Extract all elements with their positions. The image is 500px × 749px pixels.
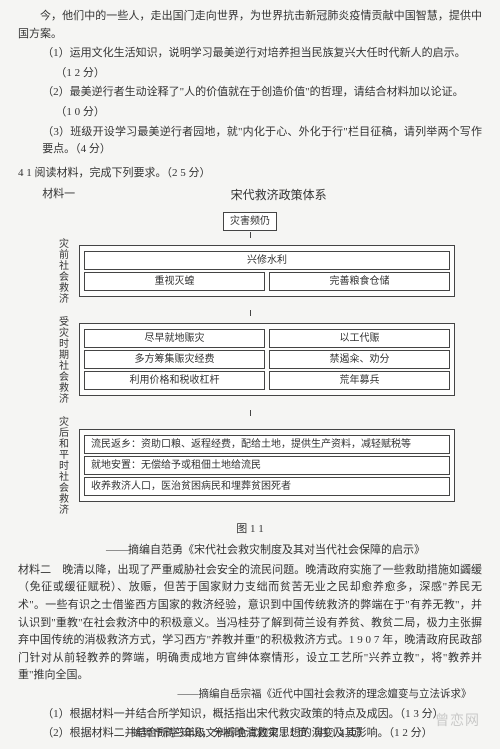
section-pre-disaster: 灾前社会救济 兴修水利 重视灭蝗 完善粮食仓储 xyxy=(45,238,455,304)
node-s3b: 就地安置：无偿给予或租佃土地给流民 xyxy=(84,456,450,475)
node-s1a: 兴修水利 xyxy=(84,251,450,270)
intro-text: 今，他们中的一些人，走出国门走向世界，为世界抗击新冠肺炎疫情贡献中国智慧，提供中… xyxy=(18,8,482,43)
node-s3c: 收养救济人口，医治贫困病民和埋葬贫困死者 xyxy=(84,477,450,496)
label-post: 灾后和平时社会救济 xyxy=(57,416,68,515)
node-s1c: 完善粮食仓储 xyxy=(269,272,450,291)
node-s2c: 多方筹集赈灾经费 xyxy=(84,350,265,369)
label-pre: 灾前社会救济 xyxy=(57,238,68,304)
node-s3a: 流民返乡：资助口粮、返程经费，配给土地，提供生产资料，减轻赋税等 xyxy=(84,435,450,454)
citation-2: ——摘编自岳宗福《近代中国社会救济的理念嬗变与立法诉求》 xyxy=(18,687,482,704)
material-1-label: 材料一 xyxy=(18,186,75,204)
label-during: 受灾时期社会救济 xyxy=(57,316,68,404)
question-41: 4 1 阅读材料，完成下列要求。（2 5 分） xyxy=(18,165,482,183)
node-s2e: 利用价格和税收杠杆 xyxy=(84,371,265,390)
question-3: （3）班级开设学习最美逆行者园地，就"内化于心、外化于行"栏目征稿，请列举两个写… xyxy=(18,124,482,159)
chart-title: 宋代救济政策体系 xyxy=(75,186,482,205)
citation-1: ——摘编自范勇《宋代社会救灾制度及其对当代社会保障的启示》 xyxy=(18,542,482,560)
node-s2b: 以工代赈 xyxy=(269,329,450,348)
node-s2d: 禁遏籴、劝分 xyxy=(269,350,450,369)
question-2-points: （1 0 分） xyxy=(18,104,482,122)
page-footer: 蚌埠市高三年级文科综合试题第 1 1 页（共 1 4 页） xyxy=(0,726,500,743)
question-1-points: （1 2 分） xyxy=(18,65,482,83)
question-1: （1）运用文化生活知识，说明学习最美逆行对培养担当民族复兴大任时代新人的启示。 xyxy=(18,45,482,63)
node-s1b: 重视灭蝗 xyxy=(84,272,265,291)
node-s2f: 荒年募兵 xyxy=(269,371,450,390)
section-post-disaster: 灾后和平时社会救济 流民返乡：资助口粮、返程经费，配给土地，提供生产资料，减轻赋… xyxy=(45,416,455,515)
node-s2a: 尽早就地赈灾 xyxy=(84,329,265,348)
node-disaster: 灾害频仍 xyxy=(223,212,277,231)
figure-label: 图 1 1 xyxy=(18,521,482,539)
subquestion-1: （1）根据材料一并结合所学知识，概括指出宋代救灾政策的特点及成因。（1 3 分） xyxy=(18,706,482,724)
flowchart: 灾害频仍 灾前社会救济 兴修水利 重视灭蝗 完善粮食仓储 受灾时期社会救济 尽早… xyxy=(45,212,455,515)
citation-1-and-material-2: ——摘编自范勇《宋代社会救灾制度及其对当代社会保障的启示》 xyxy=(18,542,482,560)
material-2-text: 材料二 晚清以降，出现了严重威胁社会安全的流民问题。晚清政府实施了一些救助措施如… xyxy=(18,562,482,685)
question-2: （2）最美逆行者生动诠释了"人的价值就在于创造价值"的哲理，请结合材料加以论证。 xyxy=(18,84,482,102)
section-during-disaster: 受灾时期社会救济 尽早就地赈灾 以工代赈 多方筹集赈灾经费 禁遏籴、劝分 利用价… xyxy=(45,316,455,404)
